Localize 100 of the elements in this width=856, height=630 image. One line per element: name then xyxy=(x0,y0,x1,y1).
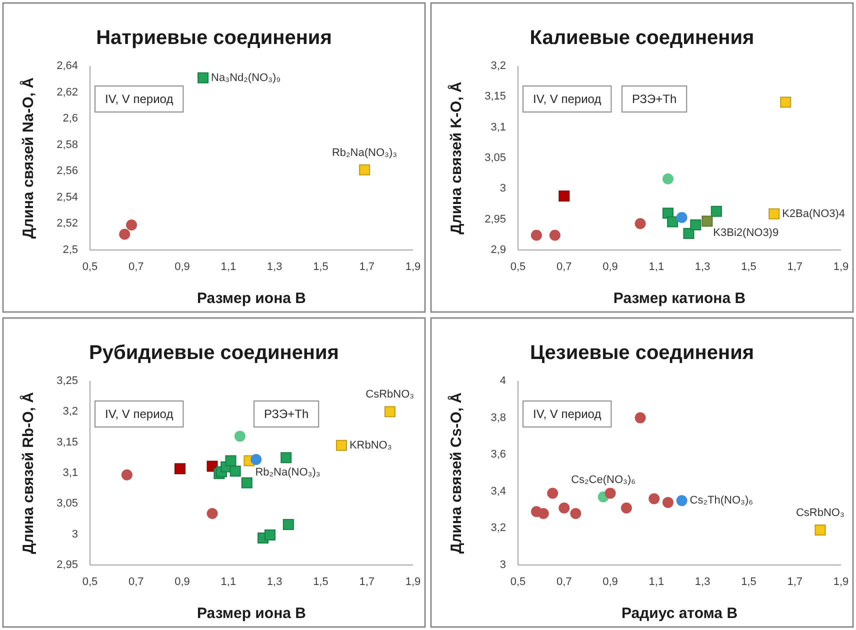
point xyxy=(538,508,549,519)
point xyxy=(690,219,702,230)
point xyxy=(280,452,292,464)
x-tick-label: 1,9 xyxy=(833,261,849,273)
y-tick-label: 2,56 xyxy=(56,165,78,178)
x-tick-label: 1,7 xyxy=(787,576,803,588)
x-tick-label: 1,5 xyxy=(313,576,328,588)
point xyxy=(206,508,218,519)
y-tick-label: 3,15 xyxy=(484,90,506,103)
point xyxy=(234,430,246,442)
point xyxy=(336,440,347,451)
y-tick-label: 2,58 xyxy=(56,138,78,151)
annotation: РЗЭ+Th xyxy=(632,92,677,106)
annotation: KRbNO₃ xyxy=(349,439,392,452)
x-tick-label: 1,9 xyxy=(405,576,421,588)
point xyxy=(174,463,186,474)
chart-title: Натриевые соединения xyxy=(96,27,332,49)
point xyxy=(225,455,236,466)
x-tick-label: 1,1 xyxy=(220,261,236,273)
x-tick-label: 0,5 xyxy=(510,576,526,588)
point xyxy=(384,406,396,418)
y-tick-label: 2,5 xyxy=(62,244,78,256)
point xyxy=(814,524,826,536)
point xyxy=(558,502,570,514)
x-tick-label: 0,9 xyxy=(602,261,618,273)
point xyxy=(250,454,262,466)
point xyxy=(710,206,722,217)
x-tick-label: 1,7 xyxy=(359,261,375,273)
y-tick-label: 3,05 xyxy=(484,152,506,164)
point xyxy=(768,208,780,220)
y-tick-label: 3 xyxy=(72,528,78,540)
chart-title: Рубидиевые соединения xyxy=(89,342,339,364)
annotation: РЗЭ+Th xyxy=(264,407,309,421)
chart-title: Калиевые соединения xyxy=(530,27,754,49)
point xyxy=(359,164,370,176)
annotation: CsRbNO₃ xyxy=(796,507,844,520)
x-tick-label: 1,1 xyxy=(220,576,236,588)
y-tick-label: 3,1 xyxy=(490,121,506,134)
y-axis-title: Длина связей Na-O, Å xyxy=(18,77,36,239)
point xyxy=(558,190,570,202)
point xyxy=(702,216,713,227)
point xyxy=(604,488,616,499)
point xyxy=(676,495,688,506)
y-tick-label: 4 xyxy=(500,375,506,387)
x-tick-label: 0,5 xyxy=(82,576,98,588)
y-tick-label: 3,15 xyxy=(56,436,78,448)
annotation: Rb₂Na(NO₃)₃ xyxy=(332,146,398,159)
point xyxy=(676,212,688,223)
point xyxy=(121,469,132,480)
annotation: IV, V период xyxy=(105,407,174,421)
point xyxy=(662,496,674,508)
y-tick-label: 3,6 xyxy=(490,448,506,461)
x-tick-label: 1,3 xyxy=(694,576,710,588)
point xyxy=(549,230,560,241)
y-tick-label: 3,2 xyxy=(490,522,506,534)
annotation: Cs₂Ce(NO₃)₆ xyxy=(571,474,636,486)
y-tick-label: 3 xyxy=(500,559,506,571)
x-tick-label: 0,7 xyxy=(128,576,144,588)
annotation: Cs₂Th(NO₃)₆ xyxy=(690,494,754,507)
point xyxy=(119,228,130,240)
x-tick-label: 1,5 xyxy=(741,576,756,588)
x-tick-label: 1,3 xyxy=(266,576,282,588)
point xyxy=(620,502,632,514)
y-tick-label: 2,54 xyxy=(56,191,78,204)
y-tick-label: 3,1 xyxy=(62,467,78,479)
point xyxy=(662,208,674,219)
point xyxy=(198,72,209,84)
chart-title: Цезиевые соединения xyxy=(530,342,754,364)
point xyxy=(662,173,674,184)
y-tick-label: 3,4 xyxy=(490,485,506,498)
annotation: Na₃Nd₂(NO₃)₉ xyxy=(211,72,281,84)
point xyxy=(780,96,792,108)
point xyxy=(547,488,558,499)
annotation: CsRbNO₃ xyxy=(366,388,414,401)
point xyxy=(634,218,646,230)
x-tick-label: 0,5 xyxy=(82,261,98,273)
annotation: K2Ba(NO3)4 xyxy=(782,208,846,220)
y-tick-label: 3,05 xyxy=(56,498,78,510)
y-tick-label: 3,2 xyxy=(490,60,506,72)
y-tick-label: 2,64 xyxy=(56,60,78,72)
y-tick-label: 3,2 xyxy=(62,406,78,418)
point xyxy=(282,519,294,530)
y-tick-label: 2,95 xyxy=(484,213,506,226)
y-tick-label: 3,25 xyxy=(56,375,78,387)
y-tick-label: 2,95 xyxy=(56,559,78,571)
x-axis-title: Размер иона В xyxy=(197,604,306,622)
x-tick-label: 1,3 xyxy=(694,261,710,273)
annotation: IV, V период xyxy=(533,407,602,421)
x-tick-label: 1,3 xyxy=(266,261,282,273)
x-tick-label: 0,9 xyxy=(602,576,618,588)
x-tick-label: 1,1 xyxy=(648,261,664,273)
point xyxy=(530,230,542,241)
point xyxy=(648,493,660,504)
x-tick-label: 1,5 xyxy=(741,261,756,273)
x-tick-label: 0,9 xyxy=(174,261,190,273)
point xyxy=(241,477,252,488)
x-tick-label: 1,1 xyxy=(648,576,664,588)
y-axis-title: Длина связей K-O, Å xyxy=(446,81,464,234)
x-axis-title: Размер катиона В xyxy=(613,290,746,306)
x-tick-label: 1,9 xyxy=(833,576,849,588)
